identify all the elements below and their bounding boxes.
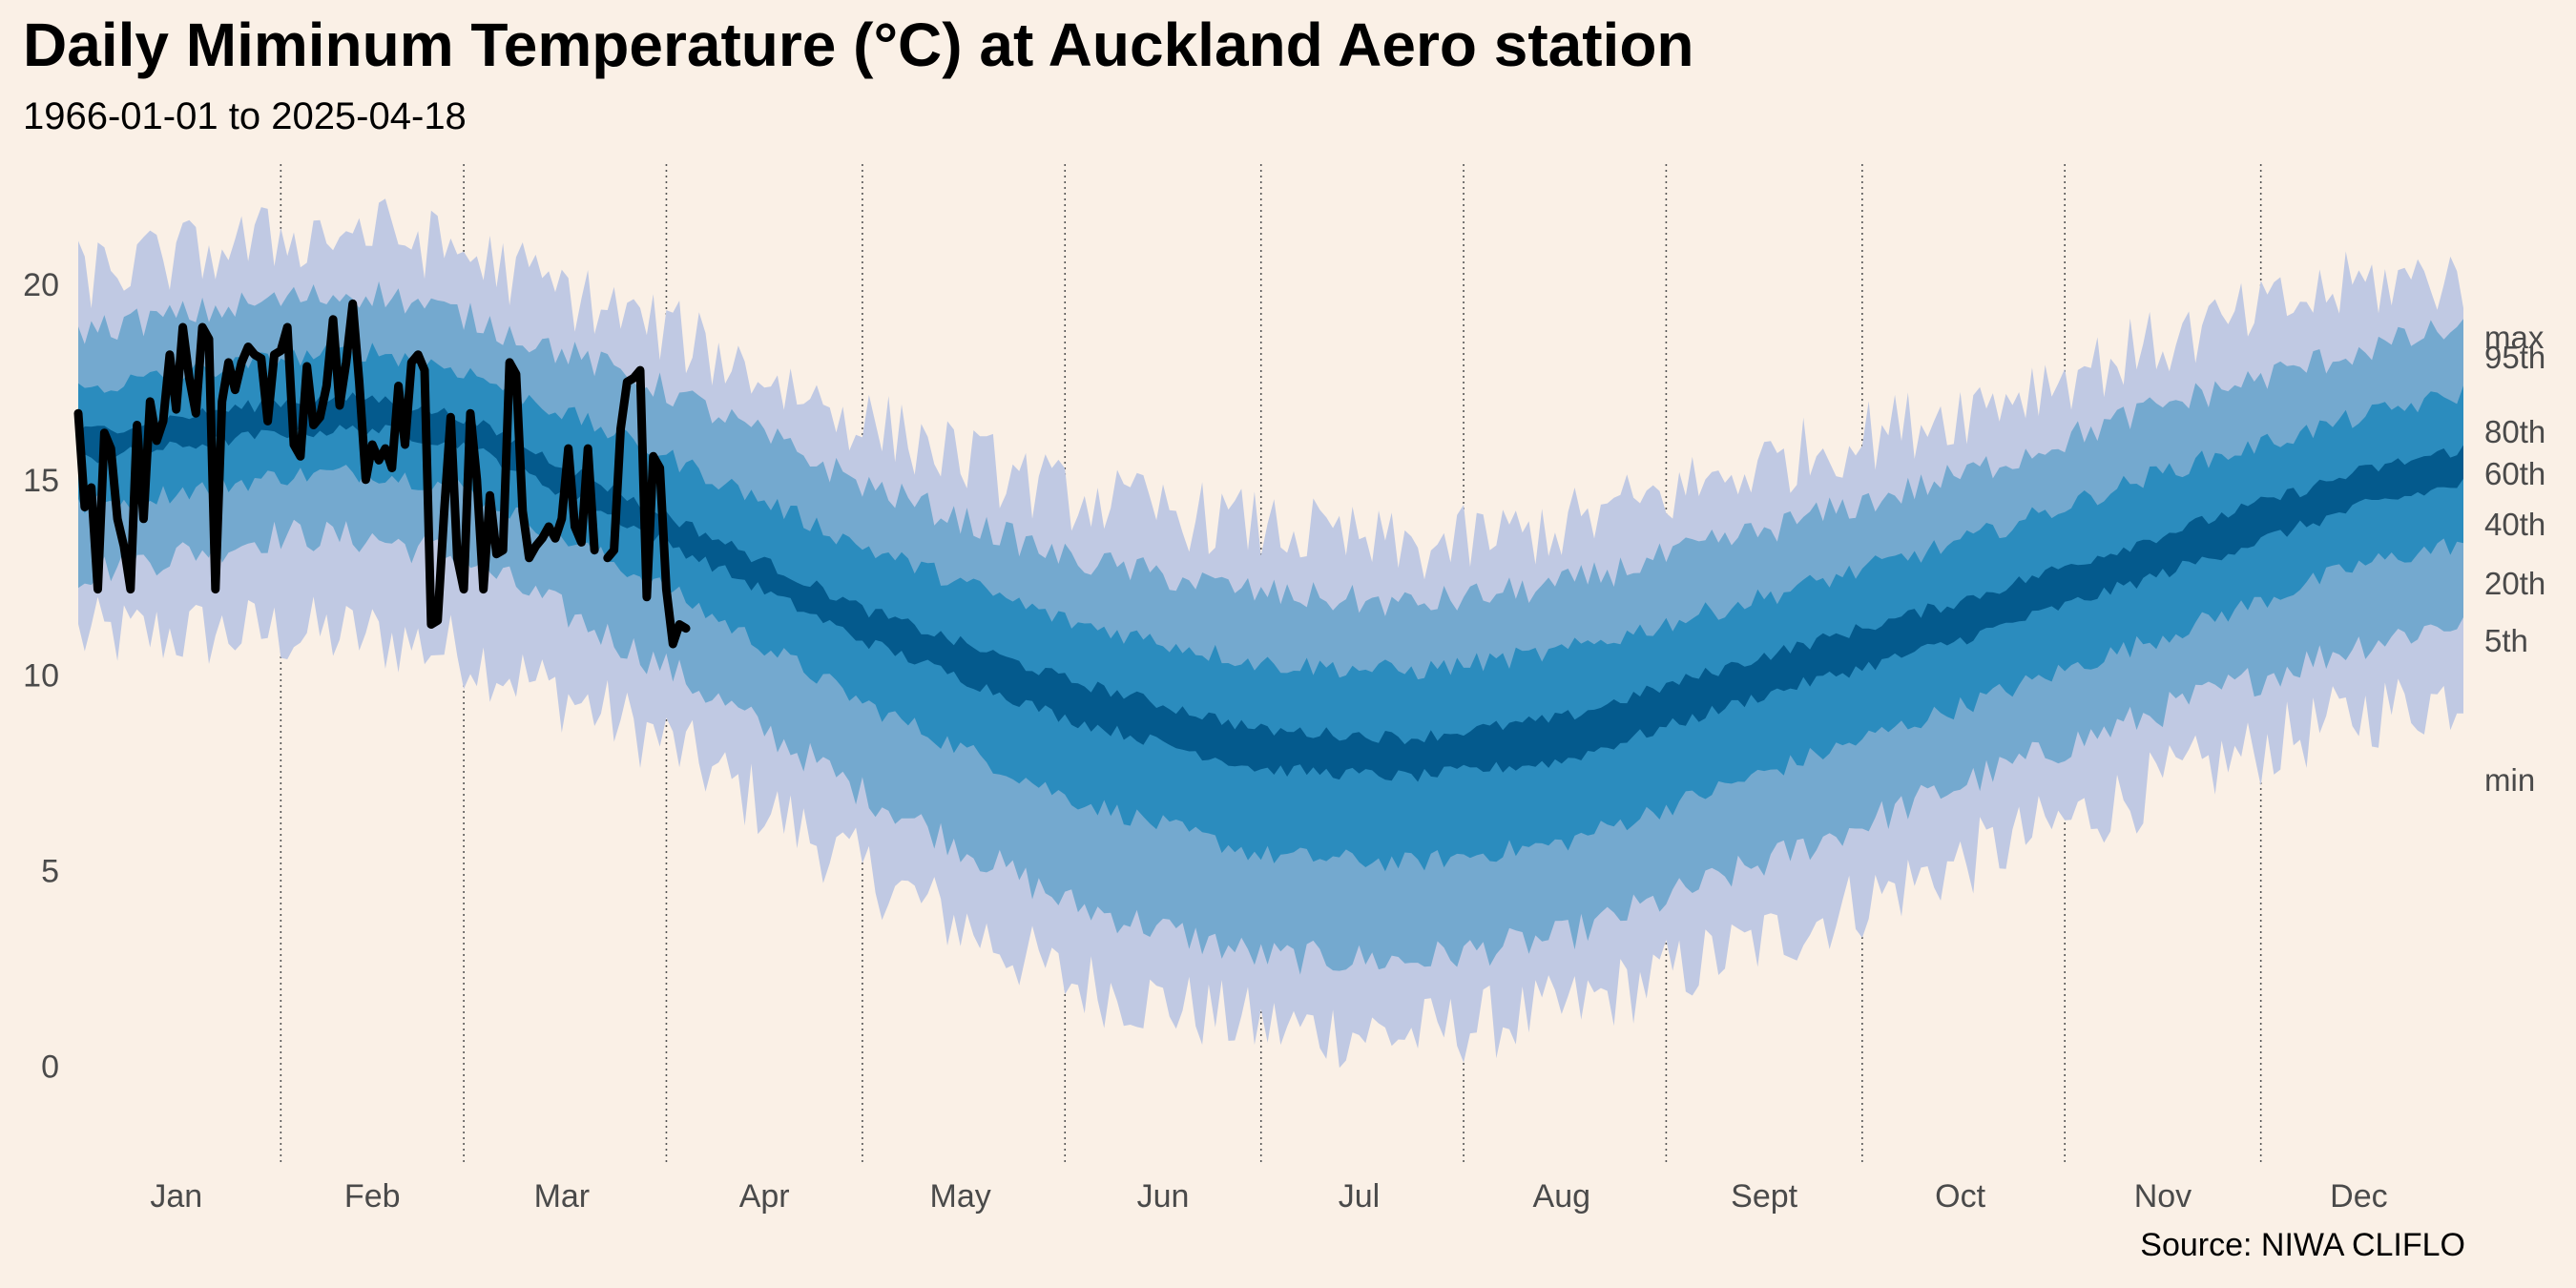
x-tick-label: Jan xyxy=(150,1178,202,1215)
y-axis: 0 5 10 15 20 xyxy=(23,267,59,1086)
band-label: 95th xyxy=(2484,340,2545,375)
chart-title: Daily Miminum Temperature (°C) at Auckla… xyxy=(23,10,1694,79)
y-tick-label: 15 xyxy=(23,463,59,499)
band-label: 5th xyxy=(2484,623,2528,658)
band-label: 60th xyxy=(2484,456,2545,491)
band-5th-95th xyxy=(78,280,2463,975)
x-tick-label: Jul xyxy=(1339,1178,1380,1215)
x-tick-label: May xyxy=(930,1178,991,1215)
percentile-bands xyxy=(78,198,2463,1069)
current-year-series xyxy=(73,299,691,649)
band-label: 80th xyxy=(2484,414,2545,449)
y-tick-label: 0 xyxy=(41,1049,59,1086)
source-note: Source: NIWA CLIFLO xyxy=(2140,1227,2465,1263)
band-40th-60th xyxy=(78,392,2463,782)
x-tick-label: Sept xyxy=(1731,1178,1797,1215)
band-label: max xyxy=(2484,320,2545,355)
current-year-line xyxy=(73,299,691,649)
x-tick-label: Apr xyxy=(739,1178,790,1215)
band-label: min xyxy=(2484,762,2535,798)
band-label: 20th xyxy=(2484,566,2545,601)
x-tick-label: Nov xyxy=(2134,1178,2192,1215)
y-tick-label: 5 xyxy=(41,854,59,890)
x-tick-label: Mar xyxy=(534,1178,591,1215)
band-label: 40th xyxy=(2484,507,2545,542)
y-tick-label: 10 xyxy=(23,658,59,695)
band-20th-80th xyxy=(78,343,2463,872)
x-axis: Jan Feb Mar Apr May Jun Jul Aug Sept Oct Nov Dec xyxy=(150,1178,2387,1215)
x-tick-label: Jun xyxy=(1137,1178,1190,1215)
y-tick-label: 20 xyxy=(23,267,59,303)
x-tick-label: Aug xyxy=(1533,1178,1591,1215)
x-tick-label: Dec xyxy=(2330,1178,2387,1215)
x-tick-label: Feb xyxy=(344,1178,401,1215)
chart-subtitle: 1966-01-01 to 2025-04-18 xyxy=(23,95,467,137)
x-tick-label: Oct xyxy=(1935,1178,1985,1215)
